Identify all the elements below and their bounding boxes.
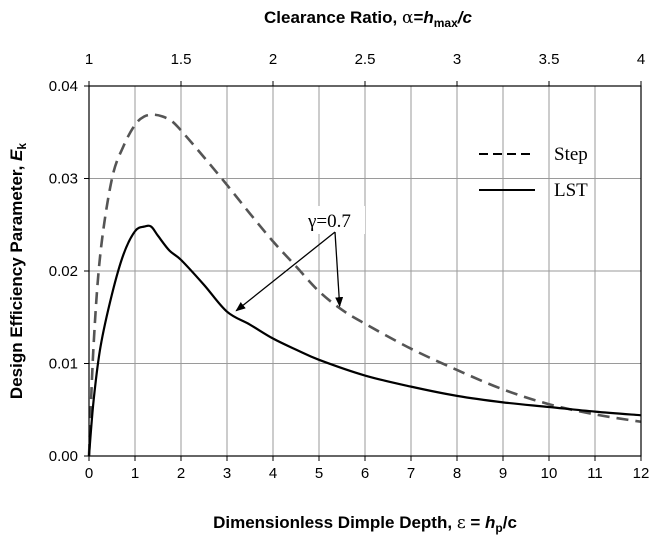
tick-label-x: 2: [177, 465, 185, 482]
legend: Step LST: [479, 144, 588, 201]
tick-label-x: 1: [131, 465, 139, 482]
tick-label-y: 0.04: [49, 78, 78, 95]
annotation-arrow: [235, 231, 336, 312]
y-axis-title: Design Efficiency Parameter, Ek: [7, 143, 29, 399]
top-axis-title: Clearance Ratio, α=hmax/c: [264, 8, 473, 30]
tick-label-top: 2.5: [355, 51, 376, 68]
tick-label-top: 1: [85, 51, 93, 68]
tick-label-top: 2: [269, 51, 277, 68]
tick-label-top: 1.5: [171, 51, 192, 68]
tick-label-x: 5: [315, 465, 323, 482]
tick-label-x: 0: [85, 465, 93, 482]
tick-label-x: 9: [499, 465, 507, 482]
annotation-arrow: [334, 231, 344, 308]
tick-label-y: 0.03: [49, 171, 78, 188]
series-line-lst: [87, 224, 642, 457]
gamma-annotation: γ=0.7: [235, 206, 365, 312]
bottom-axis-title: Dimensionless Dimple Depth, ε = hp/c: [213, 513, 517, 535]
tick-label-top: 3.5: [539, 51, 560, 68]
legend-label-lst: LST: [554, 180, 588, 201]
tick-label-x: 10: [541, 465, 558, 482]
tick-label-top: 3: [453, 51, 461, 68]
tick-label-x: 12: [633, 465, 650, 482]
legend-label-step: Step: [554, 144, 588, 165]
ticks: 0 1 2 3 4 5 6 7 8 9 10 11 120.000.010.020.030.041 1.5…: [49, 51, 650, 482]
annotation-label: γ=0.7: [307, 211, 351, 232]
tick-label-x: 4: [269, 465, 277, 482]
annotation-label-box: [303, 206, 365, 234]
tick-label-y: 0.02: [49, 263, 78, 280]
series-line-step: [87, 113, 642, 457]
tick-label-x: 11: [587, 465, 603, 482]
tick-label-x: 7: [407, 465, 415, 482]
series-layer: [87, 113, 642, 457]
tick-label-x: 3: [223, 465, 231, 482]
tick-label-y: 0.01: [49, 356, 78, 373]
tick-label-top: 4: [637, 51, 645, 68]
tick-label-y: 0.00: [49, 448, 78, 465]
tick-label-x: 8: [453, 465, 461, 482]
tick-label-x: 6: [361, 465, 369, 482]
